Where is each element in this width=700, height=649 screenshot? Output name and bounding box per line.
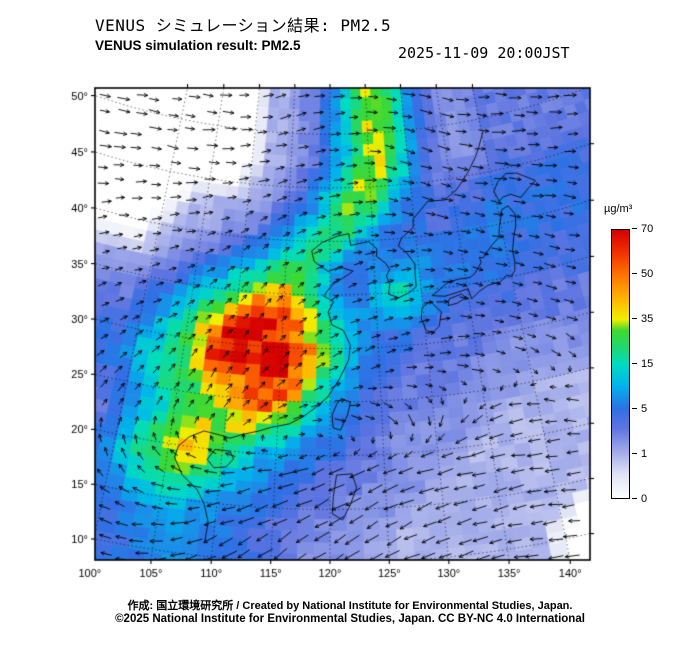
timestamp: 2025-11-09 20:00JST: [398, 44, 570, 62]
colorbar-tick-label: 50: [641, 268, 654, 280]
page-title-japanese: VENUS シミュレーション結果: PM2.5: [95, 16, 392, 35]
colorbar-gradient: [611, 229, 630, 499]
colorbar-tick-label: 1: [641, 448, 648, 460]
copyright-text: ©2025 National Institute for Environment…: [115, 613, 585, 625]
colorbar-tick-mark: [632, 318, 637, 319]
colorbar-tick-label: 15: [641, 358, 654, 370]
colorbar-tick-label: 70: [641, 223, 654, 235]
credit-text: 作成: 国立環境研究所 / Created by National Instit…: [127, 600, 573, 612]
colorbar-tick-mark: [632, 228, 637, 229]
colorbar-tick-label: 35: [641, 313, 654, 325]
colorbar-tick-label: 0: [641, 493, 648, 505]
colorbar-tick-mark: [632, 498, 637, 499]
colorbar-unit-label: µg/m³: [604, 203, 633, 215]
colorbar: 0 1 5 15 35 50 70: [611, 223, 681, 505]
colorbar-tick-mark: [632, 408, 637, 409]
page-title-english: VENUS simulation result: PM2.5: [95, 38, 301, 53]
colorbar-tick-mark: [632, 273, 637, 274]
colorbar-tick-mark: [632, 453, 637, 454]
colorbar-tick-mark: [632, 363, 637, 364]
colorbar-tick-label: 5: [641, 403, 648, 415]
